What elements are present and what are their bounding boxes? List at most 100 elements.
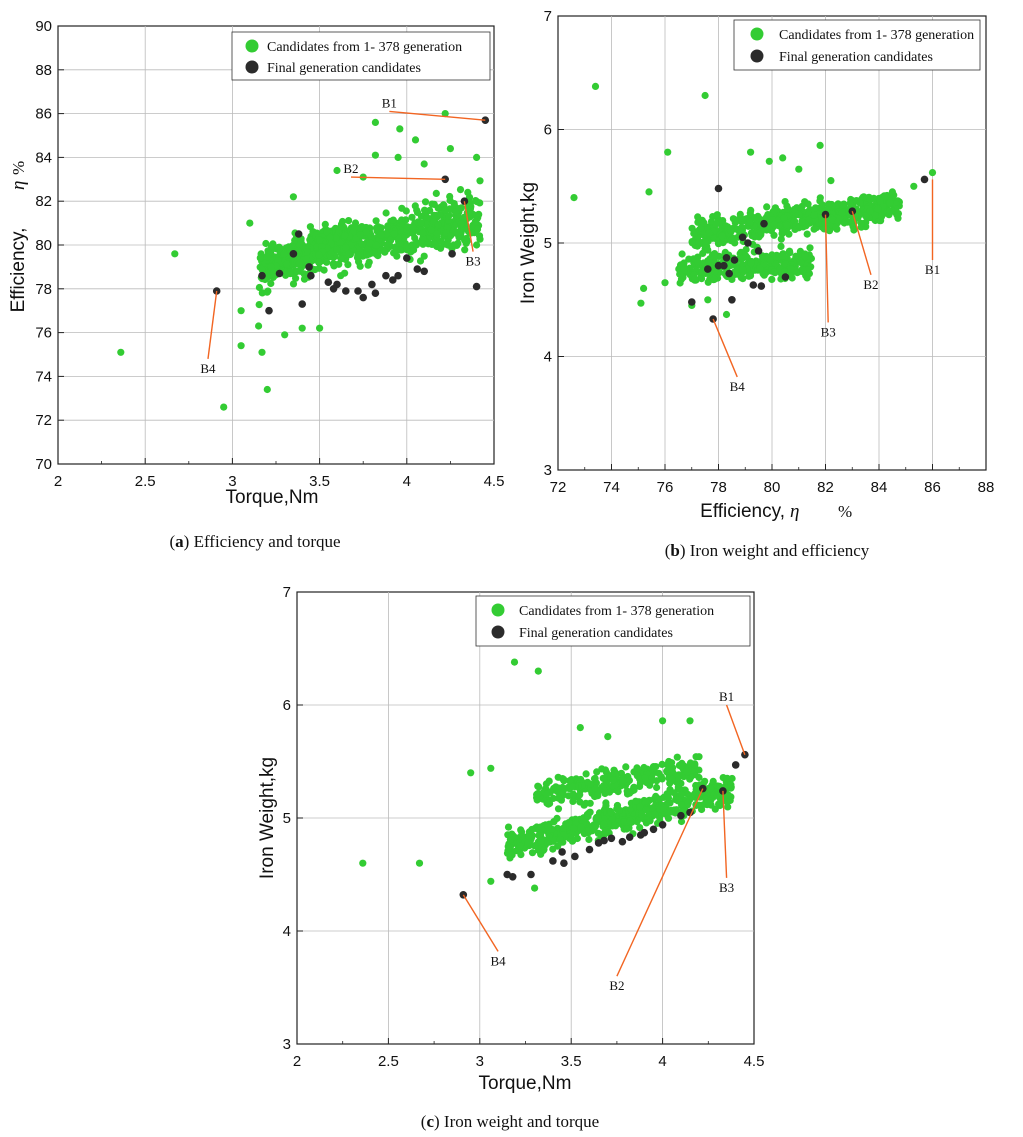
candidate-point [704, 278, 712, 286]
candidate-point [582, 799, 590, 807]
candidate-point [707, 785, 715, 793]
candidate-point [421, 198, 430, 206]
candidate-point [456, 186, 465, 194]
candidate-point [709, 777, 717, 786]
candidate-point [476, 199, 484, 207]
candidate-point [531, 884, 539, 892]
candidate-point [727, 781, 735, 789]
candidate-point [258, 266, 266, 274]
candidate-point [632, 797, 640, 805]
candidate-point [542, 790, 551, 798]
candidate-point [678, 759, 686, 768]
candidate-point [737, 228, 745, 236]
x-tick-label: 2 [293, 1053, 301, 1070]
candidate-point [525, 833, 533, 841]
candidate-point [876, 197, 884, 205]
x-axis-label-b: Efficiency, η % [700, 501, 852, 522]
candidate-point [362, 228, 370, 236]
legend-marker-black-a [245, 60, 259, 74]
candidate-point [554, 794, 562, 802]
candidate-point [306, 236, 314, 244]
candidate-point [332, 234, 340, 242]
candidate-point [441, 110, 449, 118]
candidate-point [366, 239, 374, 247]
legend-label-final-a: Final generation candidates [267, 61, 421, 76]
candidate-point [642, 819, 651, 827]
final-point [699, 784, 707, 793]
annotation-label-b1: B1 [925, 262, 940, 277]
annotation-label-b2: B2 [343, 161, 358, 176]
candidate-point [608, 815, 616, 823]
final-point [359, 293, 368, 302]
grid-b [558, 16, 986, 470]
candidate-point [285, 243, 293, 251]
candidate-point [408, 223, 417, 231]
annotation-label-b3: B3 [719, 880, 734, 895]
candidate-point [673, 753, 681, 761]
candidate-point [549, 794, 557, 803]
candidate-point [403, 243, 411, 251]
final-point [625, 833, 634, 841]
candidate-point [779, 252, 787, 260]
candidate-point [582, 770, 590, 778]
y-tick-label: 6 [544, 122, 552, 139]
legend-box-b [733, 19, 981, 71]
candidate-point [552, 783, 560, 791]
candidate-point [246, 219, 254, 227]
candidate-point [664, 794, 673, 802]
x-tick-label: 4.5 [484, 473, 505, 490]
y-tick-label: 90 [35, 18, 52, 35]
final-point [728, 296, 736, 304]
final-point [459, 891, 468, 899]
candidate-point [724, 791, 732, 799]
candidate-point [640, 764, 649, 772]
grid-c [297, 592, 754, 1044]
candidate-point [747, 259, 755, 267]
candidate-point [341, 269, 349, 277]
candidate-point [420, 160, 428, 168]
candidate-point [742, 252, 750, 260]
legend-a: Candidates from 1- 378 generation Final … [231, 31, 491, 81]
candidate-point [297, 237, 305, 245]
legend-marker-black-b [750, 49, 764, 63]
x-axis-label-a: Torque,Nm [226, 487, 319, 508]
final-point [781, 273, 790, 281]
candidate-point [471, 218, 479, 226]
candidate-point [524, 839, 532, 847]
candidate-point [544, 823, 552, 831]
candidate-point [237, 307, 245, 315]
x-axis-label-c: Torque,Nm [479, 1073, 572, 1094]
candidate-point [626, 817, 634, 825]
candidate-point [371, 118, 379, 126]
candidate-point [577, 823, 585, 831]
candidate-point [315, 258, 323, 266]
candidate-point [676, 279, 684, 287]
candidate-point [419, 229, 427, 237]
candidate-point [358, 240, 366, 248]
candidate-point [570, 824, 578, 833]
candidate-point [698, 805, 706, 814]
x-tick-label: 84 [871, 479, 888, 496]
candidate-point [476, 177, 484, 185]
final-point [760, 219, 768, 228]
candidate-point [665, 765, 673, 773]
x-tick-label: 76 [657, 479, 674, 496]
candidate-point [834, 218, 842, 226]
candidate-point [856, 199, 864, 207]
final-point [258, 271, 266, 280]
candidate-point [779, 154, 787, 162]
candidate-point [473, 153, 481, 161]
legend-marker-green-c [491, 603, 505, 617]
candidate-point [413, 208, 422, 216]
candidate-point [426, 206, 434, 215]
candidate-point [653, 777, 661, 785]
candidate-point [795, 165, 803, 173]
candidate-point [300, 275, 309, 283]
candidate-point [783, 221, 791, 229]
candidate-point [600, 820, 608, 828]
candidate-point [323, 258, 331, 266]
candidate-point [678, 250, 686, 258]
final-point [298, 300, 307, 308]
candidate-point [850, 226, 858, 234]
candidate-point [510, 658, 519, 666]
